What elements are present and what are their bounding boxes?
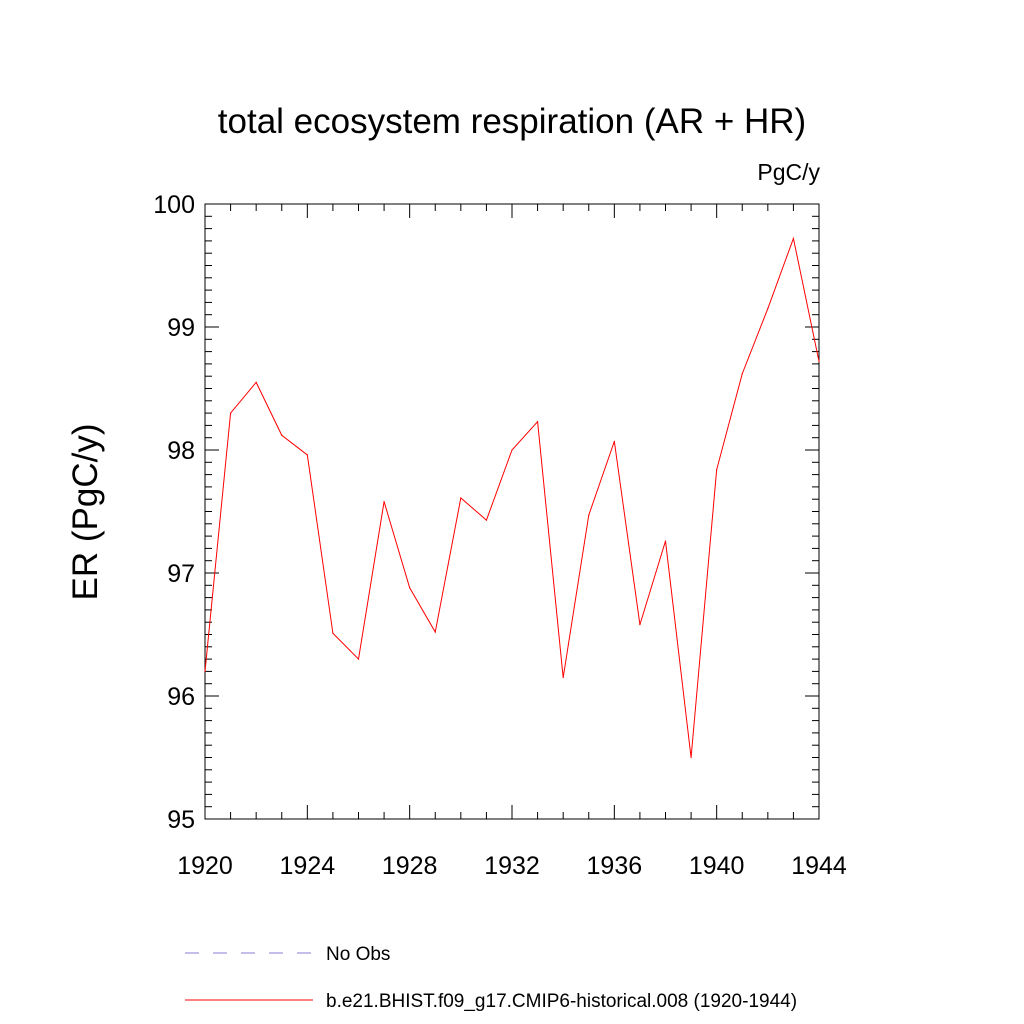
units-label: PgC/y: [757, 159, 820, 185]
y-axis-ticks: 95 96 97 98 99 100: [153, 191, 819, 834]
legend-label-0: No Obs: [326, 944, 390, 965]
data-point: [716, 469, 718, 471]
y-tick-label: 100: [153, 191, 195, 219]
data-point: [511, 449, 513, 451]
x-tick-label: 1924: [280, 852, 336, 880]
data-point: [281, 434, 283, 436]
data-point: [818, 360, 820, 363]
data-point: [588, 514, 590, 516]
legend-label-1: b.e21.BHIST.f09_g17.CMIP6-historical.008…: [326, 991, 797, 1012]
y-tick-label: 98: [167, 437, 195, 465]
data-point: [767, 307, 769, 310]
data-point: [409, 587, 411, 589]
data-point: [485, 519, 488, 521]
chart-title: total ecosystem respiration (AR + HR): [218, 102, 806, 141]
data-point: [741, 373, 743, 375]
data-point: [562, 676, 564, 679]
legend: No Obs b.e21.BHIST.f09_g17.CMIP6-historic…: [185, 944, 797, 1012]
plot-frame: [204, 203, 820, 820]
x-axis-ticks: 1920 1924 1928 1932 1936 1940 1944: [177, 204, 847, 880]
y-tick-label: 97: [167, 560, 195, 588]
data-point: [792, 237, 795, 240]
series-layer: [204, 236, 820, 759]
y-tick-label: 95: [167, 806, 195, 834]
x-tick-label: 1920: [177, 852, 233, 880]
data-point: [306, 454, 308, 456]
x-tick-label: 1944: [791, 852, 847, 880]
x-tick-label: 1932: [484, 852, 540, 880]
data-point: [204, 670, 206, 673]
data-point: [664, 540, 667, 542]
data-point: [613, 440, 615, 442]
y-axis-label: ER (PgC/y): [66, 424, 105, 601]
x-tick-label: 1940: [689, 852, 745, 880]
data-point: [536, 421, 539, 423]
data-point: [460, 497, 462, 499]
x-tick-label: 1928: [382, 852, 438, 880]
data-point: [383, 501, 385, 503]
y-tick-label: 96: [167, 683, 195, 711]
data-point: [434, 631, 436, 633]
data-point: [639, 624, 641, 626]
x-tick-label: 1936: [587, 852, 643, 880]
series-line-0: [204, 236, 820, 758]
data-point: [332, 632, 334, 634]
data-point: [229, 412, 232, 414]
y-tick-label: 99: [167, 314, 195, 342]
data-point: [690, 756, 692, 759]
data-point: [357, 658, 360, 660]
data-point: [255, 381, 257, 383]
